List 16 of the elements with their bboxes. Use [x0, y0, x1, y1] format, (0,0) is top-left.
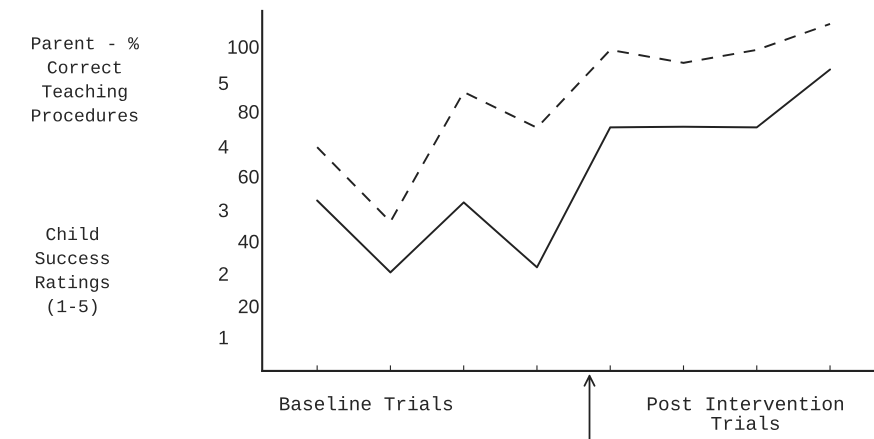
y-tick-label: 40 — [238, 234, 259, 248]
y2-tick-label: 1 — [220, 330, 228, 344]
text: Parent - % Correct Teaching Procedures — [32, 37, 139, 122]
y-tick-label: 100 — [228, 40, 259, 54]
y2-tick-label: 5 — [218, 76, 228, 90]
line-series — [316, 68, 832, 274]
y2-tick-label: 2 — [219, 267, 228, 281]
text: Baseline Trials — [280, 396, 452, 410]
line-series — [316, 22, 832, 223]
y-tick-label: 80 — [238, 104, 259, 119]
y2-tick-label: 3 — [218, 204, 228, 218]
text: Child Success Ratings (1-5) — [35, 226, 109, 316]
y-tick-label: 20 — [238, 300, 259, 314]
text: Post Intervention Trials — [648, 396, 843, 430]
y-tick-label: 60 — [238, 170, 259, 184]
y2-tick-label: 4 — [218, 140, 228, 154]
